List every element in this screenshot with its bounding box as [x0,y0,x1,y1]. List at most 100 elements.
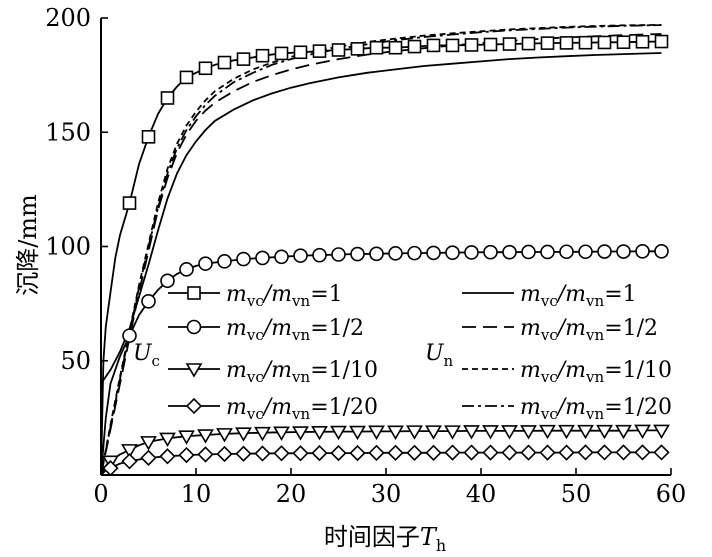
point-uc-1-2-27 [635,243,650,259]
point-uc-1-10-9 [273,426,290,441]
x-tick-label-60: 60 [656,480,687,508]
point-uc-1-20 [502,37,517,51]
point-uc-1-10-7 [235,427,252,442]
point-uc-1-8 [274,46,289,61]
point-uc-1-17 [445,38,460,53]
point-uc-1-2-25 [597,244,612,259]
point-uc-1-10-1 [121,444,138,459]
point-uc-1-20-7 [235,445,252,462]
point-uc-1-16 [426,38,441,53]
point-uc-1-20-3 [159,448,176,465]
point-uc-1-2-21 [521,244,536,260]
point-uc-1-20-13 [349,444,366,462]
point-uc-1-14 [388,40,403,55]
point-uc-1-20-2 [140,449,157,466]
point-uc-1-20-8 [254,445,271,462]
point-uc-1-21 [521,36,536,51]
point-uc-1-20-5 [197,446,214,463]
tick-labels: 0 10 20 30 40 50 60 50 100 150 200 [45,4,686,508]
point-uc-1-26 [616,35,631,50]
point-uc-1-2-10 [312,247,327,263]
legend-label: mvc/mvn=1/20 [226,395,378,423]
point-uc-1-10-27 [615,424,632,440]
point-uc-1-2-8 [274,249,289,265]
point-uc-1-5 [217,55,232,70]
point-uc-1-2-23 [559,244,574,260]
point-uc-1-2-7 [255,250,270,266]
legend-marker [185,397,203,415]
series-line-un-1-10 [100,24,662,476]
point-uc-1-4 [198,61,213,76]
group-label-un: Un [425,341,454,370]
point-uc-1-2-19 [483,244,498,260]
point-uc-1-20-4 [178,446,195,464]
point-uc-1-2-17 [445,245,460,260]
point-uc-1-3 [179,70,194,85]
point-uc-1-10-22 [520,425,537,440]
point-uc-1-20-22 [520,444,537,461]
point-uc-1-2-11 [331,247,346,262]
point-uc-1-10-20 [482,425,499,440]
point-uc-1-20-6 [216,445,233,463]
series-line-un-1-20 [100,24,662,476]
point-uc-1-25 [597,35,612,50]
point-uc-1-10-23 [539,424,556,440]
point-uc-1-2-13 [369,246,384,262]
point-uc-1-7 [255,48,270,63]
point-uc-1-1 [141,130,156,144]
point-uc-1-20-17 [425,444,442,461]
x-tick-label-0: 0 [93,480,108,508]
legend-label: mvc/mvn=1/20 [520,395,672,423]
point-uc-1-10-21 [501,425,518,440]
legend-entry-uc-110: mvc/mvn=1/10 [168,358,378,386]
point-uc-1-20-9 [273,445,290,462]
point-uc-1-2-12 [350,246,365,262]
point-uc-1-20-27 [615,444,632,461]
point-uc-1-2-9 [293,248,308,263]
point-uc-1-10-19 [463,425,480,440]
group-label-uc: Uc [133,341,160,370]
point-uc-1-20-29 [653,444,670,461]
point-uc-1-2-26 [616,244,631,259]
point-uc-1-10-26 [596,424,613,440]
plot-markers [102,34,670,477]
point-uc-1-10-16 [406,425,423,440]
point-uc-1-10 [312,44,327,58]
y-tick-label-150: 150 [45,118,91,146]
point-uc-1-20-19 [463,444,480,461]
point-uc-1-20-18 [444,444,461,461]
axes [100,17,672,476]
point-uc-1-10-13 [349,425,366,441]
legend: mvc/mvn=1 mvc/mvn=1/2 mvc/mvn=1/10 mvc/mvn=… [168,282,672,423]
point-uc-1-10-3 [159,432,176,448]
point-uc-1-2-1 [141,294,156,309]
point-uc-1-20-21 [501,444,518,461]
point-uc-1-2-2 [160,273,175,289]
point-uc-1-15 [407,39,422,54]
x-tick-label-10: 10 [181,480,212,508]
y-tick-label-100: 100 [45,233,91,261]
legend-entry-uc-12: mvc/mvn=1/2 [168,316,364,344]
point-uc-1-2-15 [407,245,422,261]
legend-marker [186,319,202,335]
point-uc-1-20-20 [482,444,499,461]
y-axis-title: 沉降/mm [14,194,42,296]
point-uc-1-2-0 [122,328,137,343]
point-uc-1-2-14 [388,246,403,261]
point-uc-1-18 [464,38,479,52]
point-uc-1-19 [483,37,498,52]
point-uc-1-10-5 [197,429,214,444]
point-uc-1-20-11 [311,444,328,462]
point-uc-1-2-5 [217,254,232,269]
legend-label: mvc/mvn=1/2 [226,316,364,344]
legend-entry-un-110: mvc/mvn=1/10 [462,358,672,386]
point-uc-1-10-6 [216,428,233,443]
legend-label: mvc/mvn=1/10 [520,358,672,386]
legend-entry-uc-1: mvc/mvn=1 [168,282,343,310]
legend-label: mvc/mvn=1 [520,282,637,310]
point-uc-1-20-16 [406,444,423,461]
legend-marker [187,286,201,300]
point-uc-1-20-0 [102,460,119,477]
x-axis-title-sub: h [436,536,446,555]
point-uc-1-10-29 [653,424,670,440]
